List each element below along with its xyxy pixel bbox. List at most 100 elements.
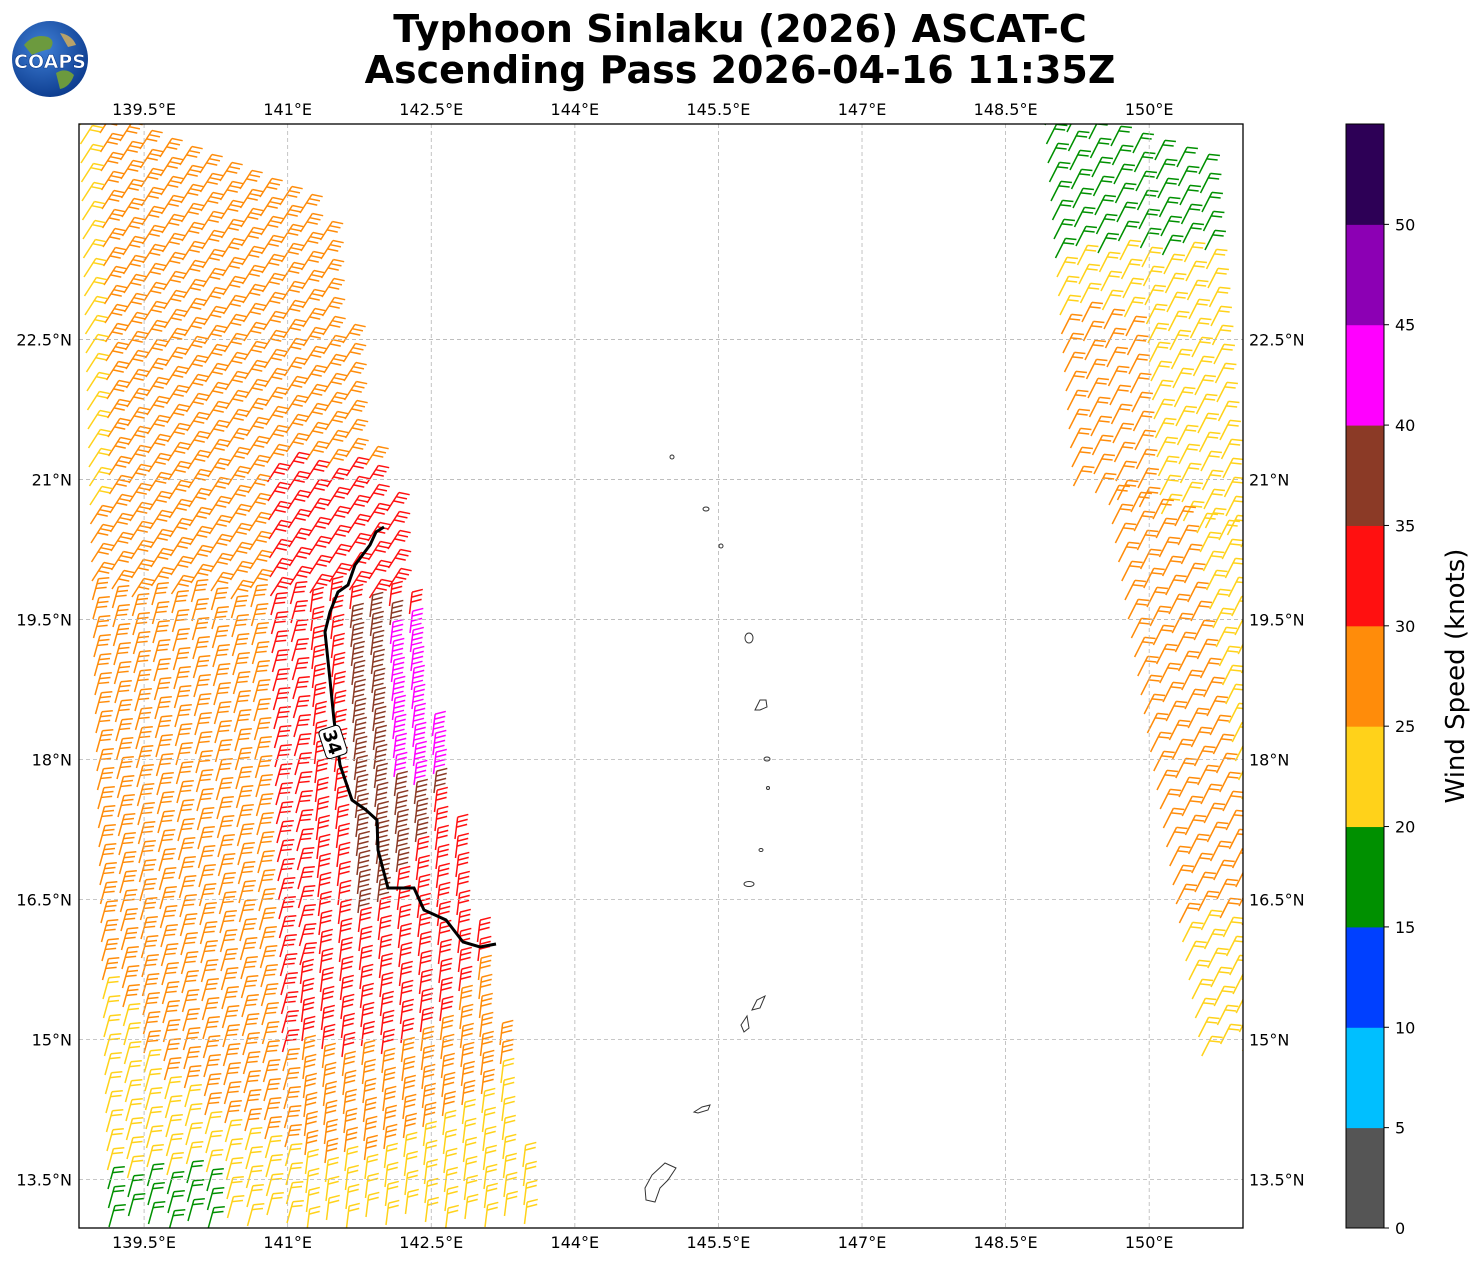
wind-barb <box>370 629 385 656</box>
colorbar-tick-label: 50 <box>1395 215 1415 234</box>
wind-barb <box>1169 845 1191 867</box>
wind-barb <box>302 326 327 347</box>
wind-barb <box>220 199 244 220</box>
wind-barb <box>1189 317 1212 339</box>
wind-barb <box>336 860 351 887</box>
wind-barb <box>110 531 134 552</box>
wind-barb <box>420 1044 435 1071</box>
wind-barb <box>284 1142 303 1167</box>
wind-barb <box>1115 460 1137 482</box>
wind-barb <box>390 656 405 683</box>
wind-barb <box>320 985 335 1012</box>
lat-tick-label-left: 19.5°N <box>16 611 72 630</box>
wind-barb <box>144 319 168 340</box>
wind-barb <box>154 695 172 720</box>
wind-barb <box>237 841 255 866</box>
wind-barb <box>1161 555 1184 577</box>
wind-barb <box>1127 598 1150 620</box>
wind-barb <box>254 754 273 779</box>
wind-barb <box>327 524 352 545</box>
wind-barb <box>292 675 310 700</box>
wind-barb <box>1135 448 1158 470</box>
wind-barb <box>131 577 155 598</box>
wind-barb <box>114 679 132 704</box>
wind-barb <box>304 402 329 423</box>
wind-barb <box>199 901 217 926</box>
wind-barb <box>136 763 154 788</box>
wind-barb <box>214 719 232 744</box>
colorbar-segment <box>1346 1127 1384 1229</box>
wind-barb <box>229 541 253 562</box>
colorbar-segment <box>1346 124 1384 225</box>
wind-barb <box>441 1090 456 1117</box>
wind-barb <box>1203 802 1226 824</box>
wind-barb <box>312 700 327 727</box>
wind-barb <box>228 522 253 543</box>
wind-barb <box>100 899 118 924</box>
wind-barb <box>125 1097 143 1122</box>
wind-barb <box>438 957 453 984</box>
wind-barb <box>272 686 291 711</box>
wind-barb <box>380 1009 395 1036</box>
wind-barb <box>258 906 277 931</box>
wind-barb <box>1157 177 1179 199</box>
wind-barb <box>99 880 118 905</box>
wind-barb <box>1215 752 1238 774</box>
wind-barb <box>102 246 127 267</box>
wind-barb <box>331 670 346 697</box>
wind-barb <box>163 289 187 310</box>
wind-barb <box>283 1085 301 1110</box>
colorbar: 0 5 10 15 20 25 30 35 40 45 50 Wind Speed (knots) <box>1345 123 1471 1238</box>
wind-barb <box>382 1085 397 1112</box>
wind-barb <box>243 321 267 342</box>
wind-barb <box>278 895 296 920</box>
wind-barb <box>114 698 133 723</box>
wind-barb <box>1076 244 1099 266</box>
wind-barb <box>1125 315 1147 337</box>
wind-barb <box>115 736 134 761</box>
wind-barb <box>383 1142 398 1169</box>
wind-barb <box>260 982 279 1007</box>
wind-barb <box>104 322 129 343</box>
wind-barb <box>397 903 412 930</box>
wind-barb <box>116 774 135 799</box>
wind-barb <box>329 575 344 602</box>
wind-barb <box>458 984 473 1011</box>
contour-line <box>323 525 497 949</box>
wind-barb <box>123 292 148 313</box>
wind-barb <box>324 1156 339 1183</box>
wind-barb <box>325 1194 340 1221</box>
wind-barb <box>248 530 273 551</box>
wind-barb <box>1194 871 1216 893</box>
wind-barb <box>1093 453 1115 475</box>
wind-barb <box>1153 398 1175 420</box>
wind-barb <box>387 529 411 550</box>
wind-barb <box>1130 491 1152 513</box>
wind-barb <box>285 1180 304 1205</box>
wind-barb <box>280 242 305 263</box>
wind-barb <box>435 843 450 870</box>
wind-barb <box>374 781 389 808</box>
wind-barb <box>226 427 250 448</box>
wind-barb <box>1191 336 1213 358</box>
wind-barb <box>139 877 157 902</box>
wind-barb <box>121 197 145 218</box>
wind-barb <box>1183 241 1206 263</box>
wind-barb <box>391 694 406 721</box>
wind-barb <box>120 907 138 932</box>
wind-barb <box>363 1115 378 1142</box>
wind-barb <box>1176 424 1199 446</box>
wind-barb <box>267 481 291 502</box>
wind-barb <box>293 732 312 757</box>
wind-barb <box>307 516 332 537</box>
wind-barb <box>335 803 350 830</box>
wind-barb <box>261 1001 279 1026</box>
wind-barb <box>432 748 447 775</box>
wind-barb <box>1100 270 1122 292</box>
wind-barb <box>392 732 407 759</box>
wind-barb <box>225 408 250 429</box>
wind-barb <box>162 251 186 272</box>
wind-barb <box>88 466 113 487</box>
wind-barb <box>335 822 350 849</box>
wind-barb <box>443 1166 458 1193</box>
